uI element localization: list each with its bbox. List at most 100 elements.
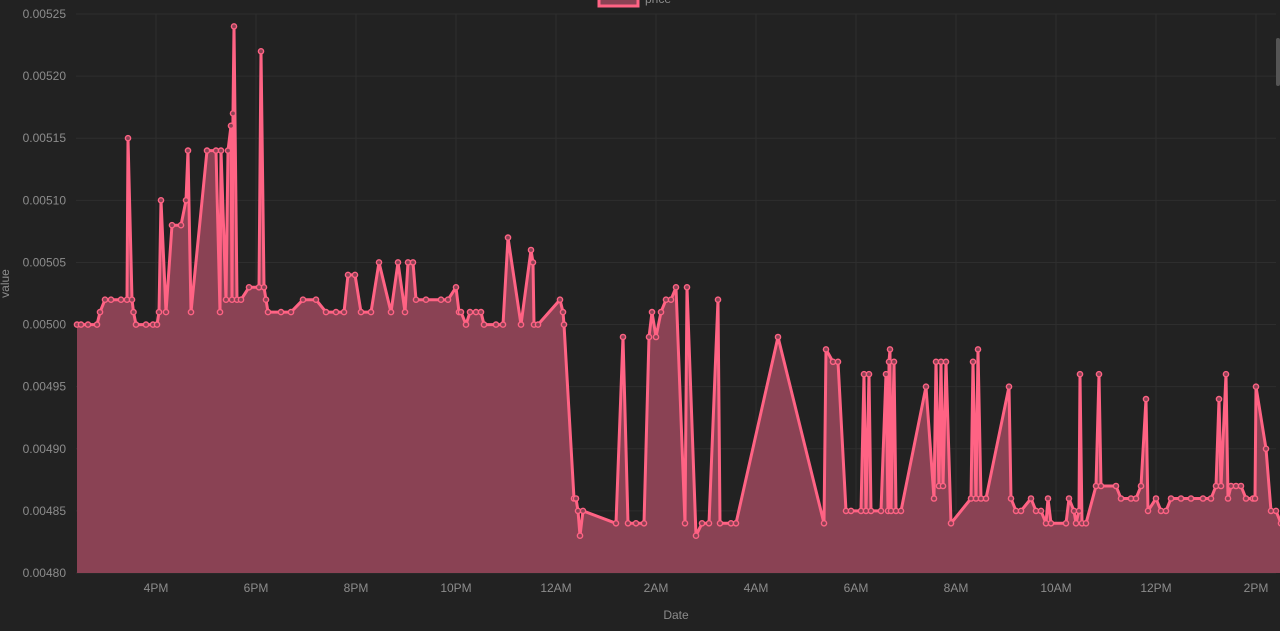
data-point [216, 308, 224, 316]
data-point [1076, 370, 1084, 378]
data-point [77, 321, 85, 328]
data-point [517, 321, 525, 328]
data-point [299, 296, 307, 304]
data-point [982, 495, 990, 502]
x-tick-label: 12PM [1140, 581, 1171, 595]
legend-label-price[interactable]: price [645, 0, 671, 6]
data-point [1005, 383, 1013, 391]
data-point [262, 296, 270, 304]
data-point [1007, 495, 1015, 502]
data-point [1242, 495, 1250, 502]
data-point [182, 196, 190, 204]
data-point [229, 110, 237, 117]
data-point [930, 495, 938, 502]
data-point [890, 358, 898, 366]
data-point [1072, 520, 1080, 527]
x-tick-label: 10PM [440, 581, 471, 595]
data-point [1047, 520, 1055, 527]
data-point [1137, 482, 1145, 490]
data-point [886, 346, 894, 353]
x-tick-label: 6PM [244, 581, 269, 595]
data-point [652, 333, 660, 341]
data-point [444, 296, 452, 304]
x-axis: 4PM 6PM 8PM 10PM 12AM 2AM 4AM 6AM 8AM 10AM 12PM 2PM [144, 581, 1269, 595]
data-point [401, 308, 409, 316]
x-tick-label: 2AM [644, 581, 669, 595]
y-tick-label: 0.00515 [23, 131, 67, 145]
data-point [657, 308, 665, 316]
data-point [1207, 495, 1215, 502]
legend-swatch-price[interactable] [597, 0, 640, 8]
data-point [867, 507, 875, 515]
data-point [1027, 495, 1035, 502]
data-point [698, 520, 706, 527]
data-point [942, 358, 950, 366]
data-point [1177, 495, 1185, 502]
data-point [344, 271, 352, 279]
data-point [437, 296, 445, 304]
data-point [1224, 495, 1232, 502]
data-point [534, 321, 542, 328]
x-tick-label: 8AM [944, 581, 969, 595]
data-point [834, 358, 842, 366]
data-point [130, 308, 137, 316]
data-point [264, 308, 272, 316]
data-point [1075, 507, 1083, 515]
data-point [1112, 482, 1120, 490]
y-tick-label: 0.00525 [23, 7, 67, 21]
data-point [527, 246, 535, 254]
data-point [847, 507, 855, 515]
data-point [556, 296, 564, 304]
x-tick-label: 2PM [1244, 581, 1269, 595]
data-point [648, 308, 656, 316]
data-point [1215, 395, 1223, 403]
data-point [466, 308, 474, 316]
data-point [340, 308, 348, 316]
y-tick-label: 0.00500 [23, 318, 67, 332]
data-point [640, 520, 648, 527]
data-point [277, 308, 285, 316]
data-point [230, 23, 238, 30]
data-point [559, 308, 567, 316]
data-point [672, 283, 680, 291]
y-tick-label: 0.00485 [23, 504, 67, 518]
data-point [499, 321, 507, 328]
data-point [132, 321, 140, 328]
data-point [1217, 482, 1225, 490]
x-tick-label: 4PM [144, 581, 169, 595]
data-point [705, 520, 713, 527]
data-point [822, 346, 830, 353]
data-point [462, 321, 470, 328]
legend[interactable]: price [597, 0, 671, 8]
data-point [387, 308, 395, 316]
data-point [632, 520, 640, 527]
data-point [187, 308, 195, 316]
data-point [1095, 370, 1103, 378]
scrollbar[interactable] [1276, 38, 1280, 86]
y-tick-label: 0.00520 [23, 69, 67, 83]
data-point [1152, 495, 1160, 502]
data-point [1199, 495, 1207, 502]
x-tick-label: 10AM [1040, 581, 1071, 595]
x-tick-label: 12AM [540, 581, 571, 595]
data-point [457, 308, 465, 316]
data-point [939, 482, 947, 490]
data-point [1222, 370, 1230, 378]
data-point [882, 370, 890, 378]
price-series-line [77, 24, 1280, 538]
data-point [1252, 383, 1260, 391]
data-point [375, 259, 383, 266]
data-point [1162, 507, 1170, 515]
data-point [480, 321, 488, 328]
data-point [224, 147, 232, 154]
data-point [774, 333, 782, 341]
data-point [412, 296, 420, 304]
plot-area [73, 23, 1280, 573]
data-point [142, 321, 150, 328]
data-point [1272, 507, 1280, 515]
price-points [73, 23, 1280, 540]
data-point [394, 259, 402, 266]
data-point [529, 259, 537, 266]
data-point [107, 296, 115, 304]
data-point [124, 134, 132, 142]
